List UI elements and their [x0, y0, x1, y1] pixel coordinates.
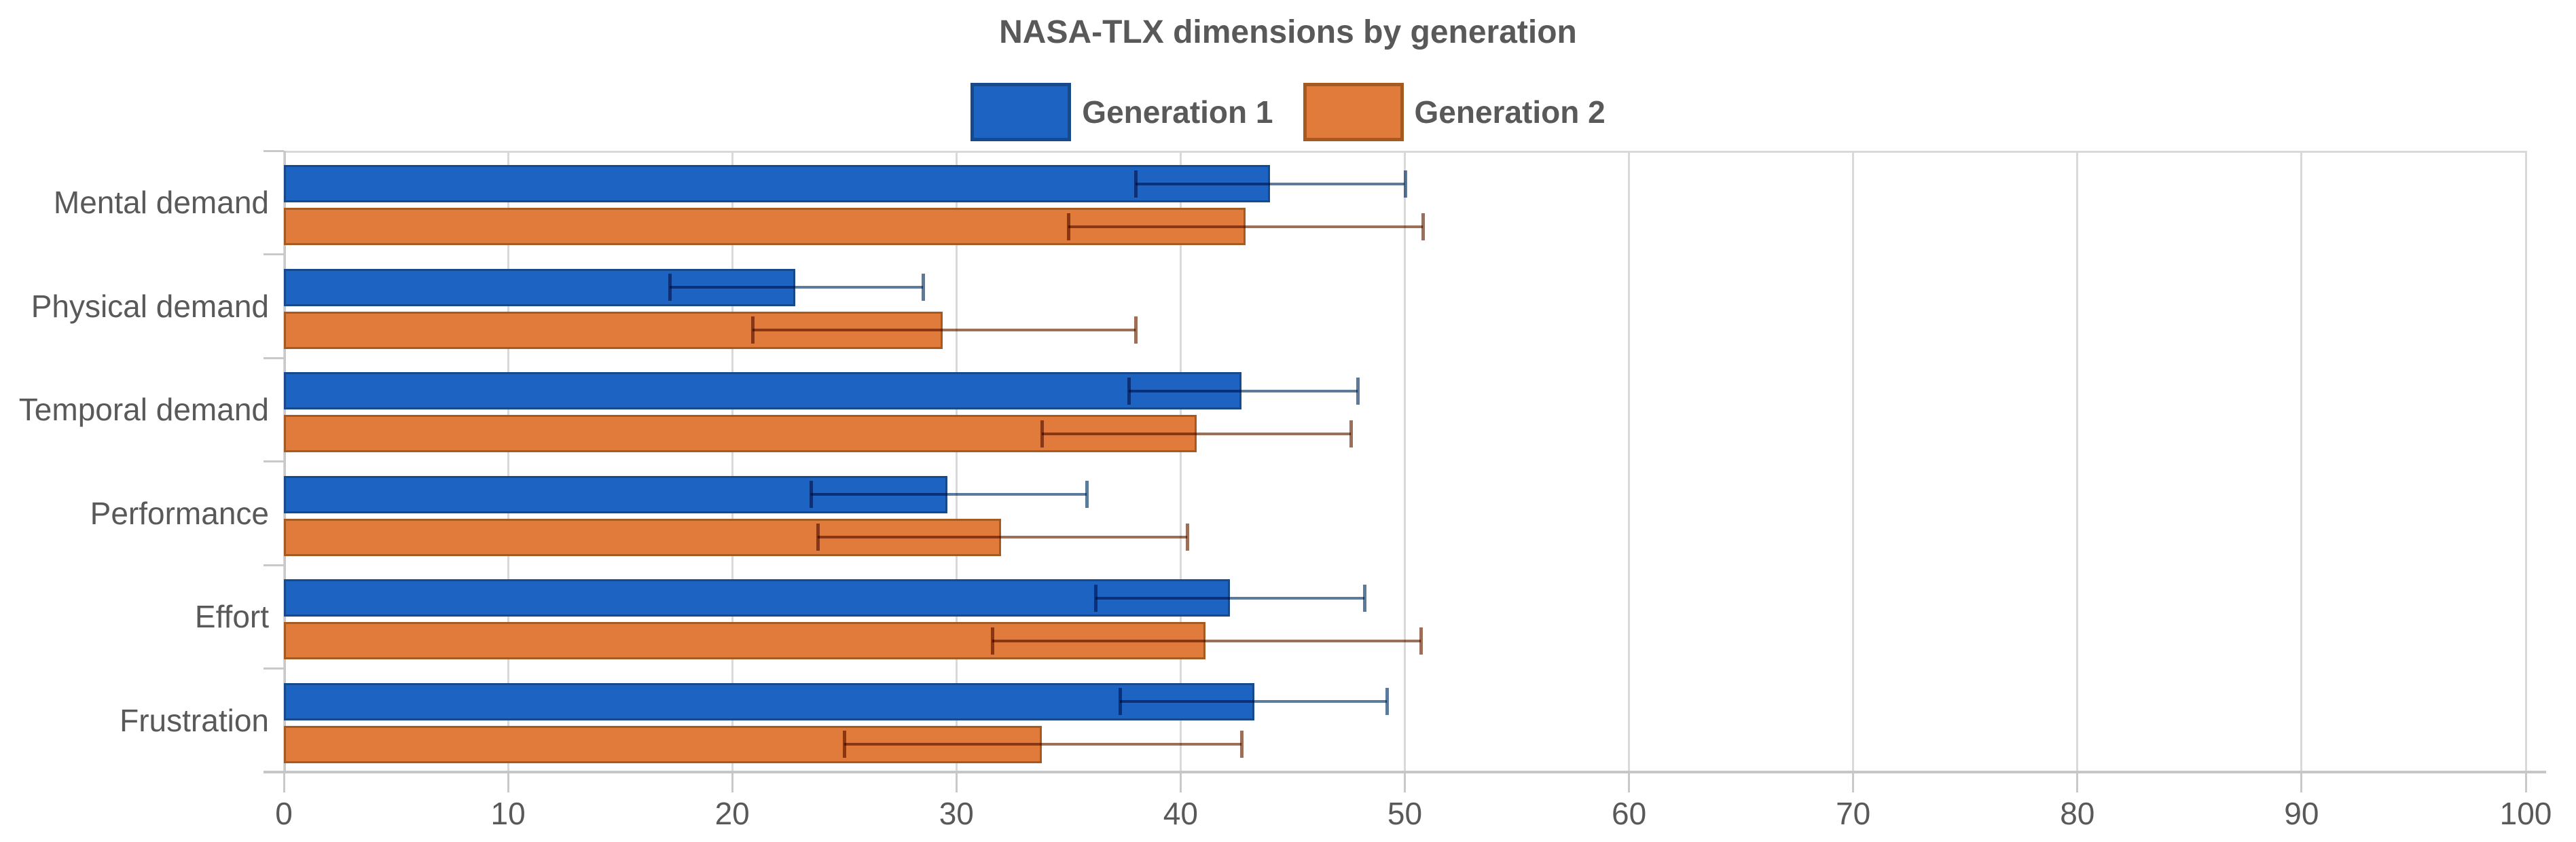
error-bar-cap-low	[750, 316, 755, 344]
x-axis-tick	[955, 772, 958, 792]
x-tick-label: 90	[2284, 796, 2319, 831]
error-bar-cap-high	[1363, 584, 1367, 612]
x-axis-tick	[1852, 772, 1855, 792]
error-bar-cap-high	[921, 274, 925, 301]
error-bar-cap-high	[1349, 420, 1354, 447]
x-axis-tick	[1628, 772, 1631, 792]
error-bar-cap-high	[1419, 627, 1423, 655]
grid-line	[1179, 151, 1182, 772]
error-bar-cap-low	[1093, 584, 1097, 612]
bar-generation-1	[284, 268, 795, 306]
x-tick-label: 0	[275, 796, 293, 831]
grid-line	[507, 151, 509, 772]
y-axis-tick	[264, 356, 284, 359]
error-bar-line	[1120, 700, 1387, 703]
x-axis-tick	[731, 772, 733, 792]
error-bar-line	[1129, 389, 1358, 392]
bar-generation-1	[284, 579, 1231, 617]
error-bar-cap-high	[1421, 213, 1425, 240]
error-bar-cap-low	[1067, 213, 1071, 240]
y-axis-tick	[264, 564, 284, 566]
x-tick-label: 30	[939, 796, 974, 831]
y-axis-tick	[264, 253, 284, 255]
legend-label: Generation 2	[1414, 94, 1606, 130]
error-bar-cap-high	[1385, 688, 1390, 715]
y-category-label: Temporal demand	[18, 392, 269, 428]
x-tick-label: 100	[2499, 796, 2552, 831]
grid-line	[955, 151, 958, 772]
x-axis-line	[264, 771, 2546, 773]
y-category-label: Physical demand	[31, 288, 269, 324]
error-bar-line	[810, 493, 1087, 496]
plot-border-top	[284, 151, 2526, 153]
x-tick-label: 20	[714, 796, 750, 831]
error-bar-cap-high	[1134, 316, 1138, 344]
error-bar-cap-low	[816, 524, 820, 551]
grid-line	[1404, 151, 1406, 772]
error-bar-cap-low	[1127, 377, 1131, 405]
x-tick-label: 10	[490, 796, 526, 831]
error-bar-line	[1041, 432, 1352, 435]
error-bar-cap-high	[1186, 524, 1190, 551]
y-category-label: Effort	[194, 599, 269, 635]
y-axis-tick	[264, 460, 284, 462]
error-bar-cap-high	[1403, 170, 1407, 198]
grid-line	[2076, 151, 2079, 772]
bar-generation-1	[284, 372, 1241, 409]
legend-item: Generation 1	[970, 83, 1273, 141]
x-axis-tick	[2300, 772, 2303, 792]
error-bar-line	[669, 286, 923, 289]
x-axis-tick	[1404, 772, 1406, 792]
y-category-label: Performance	[90, 495, 269, 531]
y-category-label: Mental demand	[53, 185, 269, 221]
x-tick-label: 50	[1387, 796, 1423, 831]
grid-line	[2300, 151, 2303, 772]
legend-label: Generation 1	[1082, 94, 1273, 130]
y-axis-tick	[264, 667, 284, 670]
error-bar-cap-low	[991, 627, 995, 655]
x-tick-label: 40	[1163, 796, 1198, 831]
grid-line	[731, 151, 733, 772]
error-bar-line	[1068, 225, 1423, 228]
legend-swatch-icon	[1303, 83, 1404, 141]
error-bar-line	[844, 743, 1241, 746]
grid-line	[1628, 151, 1631, 772]
x-axis-tick	[2524, 772, 2527, 792]
error-bar-cap-low	[668, 274, 672, 301]
legend-swatch-icon	[970, 83, 1072, 141]
bar-generation-1	[284, 165, 1271, 202]
error-bar-cap-high	[1085, 481, 1089, 508]
x-tick-label: 60	[1612, 796, 1647, 831]
plot-area	[264, 149, 2546, 792]
x-tick-label: 80	[2060, 796, 2095, 831]
x-tick-label: 70	[1836, 796, 1871, 831]
x-axis-tick	[2076, 772, 2079, 792]
chart-title: NASA-TLX dimensions by generation	[999, 14, 1577, 50]
error-bar-line	[752, 329, 1136, 331]
error-bar-cap-low	[809, 481, 813, 508]
plot-border-left	[284, 151, 286, 772]
error-bar-cap-low	[1119, 688, 1123, 715]
chart-legend: Generation 1 Generation 2	[0, 83, 2576, 141]
y-axis-tick	[264, 149, 284, 152]
error-bar-cap-low	[843, 731, 847, 758]
x-axis-tick	[283, 772, 285, 792]
y-category-label: Frustration	[120, 702, 269, 738]
x-axis-tick	[1179, 772, 1182, 792]
grid-line	[2524, 151, 2527, 772]
bar-generation-1	[284, 682, 1255, 720]
error-bar-cap-low	[1134, 170, 1138, 198]
legend-item: Generation 2	[1303, 83, 1606, 141]
bar-generation-2	[284, 415, 1197, 452]
error-bar-cap-low	[1040, 420, 1044, 447]
error-bar-cap-high	[1239, 731, 1244, 758]
error-bar-line	[1095, 596, 1365, 600]
error-bar-line	[992, 639, 1421, 642]
error-bar-line	[817, 536, 1188, 538]
x-axis-tick	[507, 772, 509, 792]
error-bar-line	[1136, 182, 1405, 185]
error-bar-cap-high	[1356, 377, 1360, 405]
grid-line	[1852, 151, 1855, 772]
